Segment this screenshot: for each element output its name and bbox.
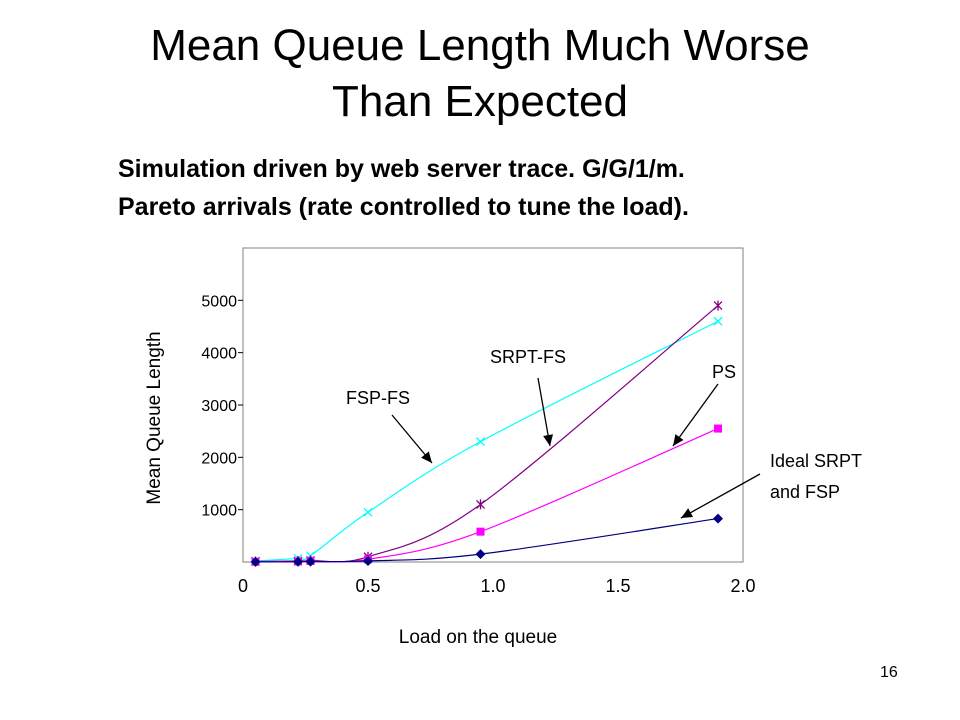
arrow-fsp-fs-head bbox=[421, 451, 432, 463]
y-tick-label: 1000 bbox=[201, 503, 237, 520]
series-line-ideal-srpt-and-fsp bbox=[255, 517, 719, 563]
annotation-ideal-line-1: Ideal SRPT bbox=[770, 451, 862, 471]
data-point-square bbox=[714, 424, 722, 433]
annotation-fsp-fs: FSP-FS bbox=[346, 388, 410, 408]
data-point-star bbox=[713, 300, 723, 311]
annotation-srpt-fs: SRPT-FS bbox=[490, 347, 566, 367]
x-tick-label: 0.5 bbox=[355, 576, 380, 596]
x-axis-label: Load on the queue bbox=[399, 627, 558, 648]
subtitle-line-1: Simulation driven by web server trace. G… bbox=[118, 155, 685, 183]
arrow-ideal bbox=[680, 473, 761, 519]
arrow-ps bbox=[672, 383, 719, 447]
y-tick-label: 2000 bbox=[201, 450, 237, 467]
series-line-srpt-fs bbox=[255, 305, 719, 563]
annotation-ideal-line-2: and FSP bbox=[770, 482, 840, 502]
data-point-diamond bbox=[475, 549, 486, 560]
y-tick-label: 4000 bbox=[201, 346, 237, 363]
plot-area bbox=[242, 247, 744, 563]
y-tick-label: 3000 bbox=[201, 398, 237, 415]
x-tick-label: 1.5 bbox=[605, 576, 630, 596]
data-point-x bbox=[363, 507, 373, 517]
data-point-x bbox=[476, 437, 485, 447]
x-tick-label: 0 bbox=[238, 576, 248, 596]
data-point-diamond bbox=[713, 513, 723, 524]
slide-title: Mean Queue Length Much Worse Than Expect… bbox=[40, 18, 920, 130]
title-line-2: Than Expected bbox=[332, 77, 628, 126]
annotation-ps: PS bbox=[712, 362, 736, 382]
x-tick-label: 2.0 bbox=[730, 576, 755, 596]
data-point-diamond bbox=[363, 555, 373, 566]
title-line-1: Mean Queue Length Much Worse bbox=[150, 21, 810, 70]
data-point-diamond bbox=[293, 556, 303, 567]
subtitle-line-2: Pareto arrivals (rate controlled to tune… bbox=[118, 193, 689, 221]
slide-subtitle: Simulation driven by web server trace. G… bbox=[118, 150, 898, 226]
series-line-fsp-fs bbox=[255, 320, 719, 562]
arrow-srpt-fs-head bbox=[543, 434, 554, 446]
series-line-ps bbox=[255, 427, 719, 563]
x-tick-label: 1.0 bbox=[480, 576, 505, 596]
data-point-x bbox=[713, 316, 723, 326]
page-number: 16 bbox=[880, 664, 898, 681]
arrow-ps-head bbox=[673, 434, 684, 446]
data-point-diamond bbox=[250, 556, 261, 567]
data-point-square bbox=[476, 527, 485, 536]
data-point-diamond bbox=[305, 556, 316, 567]
arrow-ideal-head bbox=[681, 508, 694, 518]
arrow-srpt-fs bbox=[537, 377, 551, 447]
y-tick-label: 5000 bbox=[201, 293, 237, 310]
data-point-star bbox=[476, 499, 485, 510]
y-axis-label: Mean Queue Length bbox=[144, 331, 165, 504]
